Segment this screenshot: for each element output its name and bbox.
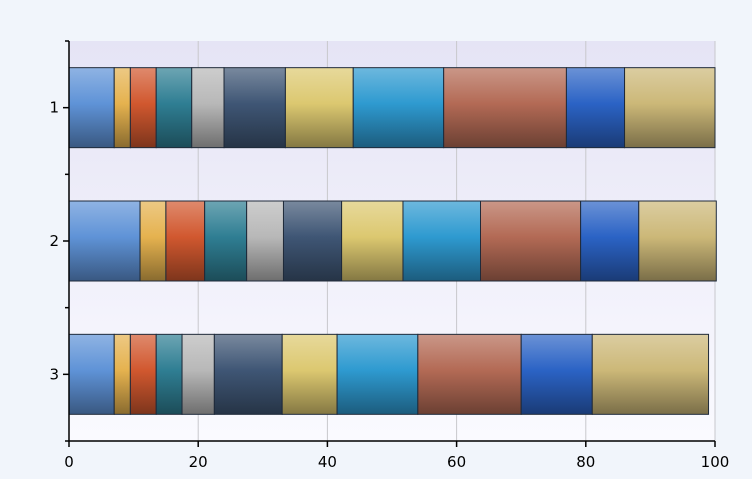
bar-segment	[246, 200, 284, 282]
bar-segment	[417, 333, 522, 415]
bar-segment	[638, 200, 717, 282]
bar-segment	[68, 67, 115, 149]
bar-segment	[165, 200, 206, 282]
bar-segment	[113, 333, 131, 415]
bar-segment	[591, 333, 710, 415]
bar-segment	[284, 67, 354, 149]
bar-segment	[68, 200, 141, 282]
x-tick-label: 20	[189, 453, 208, 471]
bar-segment	[341, 200, 404, 282]
bar-segment	[282, 200, 343, 282]
bar-segment	[155, 67, 193, 149]
x-tick-label: 60	[447, 453, 466, 471]
bar-segment	[443, 67, 567, 149]
x-tick-label: 80	[576, 453, 595, 471]
bar-segment	[281, 333, 338, 415]
x-tick-label: 100	[701, 453, 730, 471]
bar-segment	[402, 200, 482, 282]
bar-segment	[352, 67, 445, 149]
bar-segment	[139, 200, 167, 282]
bar-segment	[624, 67, 716, 149]
y-tick-label: 3	[49, 365, 59, 383]
y-tick-label: 1	[49, 99, 59, 117]
bars	[68, 67, 717, 415]
bar-segment	[181, 333, 215, 415]
y-tick-label: 2	[49, 232, 59, 250]
bar-segment	[480, 200, 582, 282]
bar-segment	[191, 67, 225, 149]
bar-segment	[129, 333, 157, 415]
bar-segment	[223, 67, 286, 149]
bar-segment	[213, 333, 283, 415]
x-tick-label: 0	[64, 453, 74, 471]
bar-segment	[580, 200, 640, 282]
x-tick-label: 40	[318, 453, 337, 471]
bar-segment	[68, 333, 115, 415]
tick-labels: 0 20 40 60 80 100 1 2 3	[49, 99, 729, 471]
bar-segment	[520, 333, 593, 415]
bar-segment	[129, 67, 157, 149]
bar-segment	[565, 67, 626, 149]
bar-segment	[204, 200, 248, 282]
axes	[63, 40, 716, 447]
bar-segment	[336, 333, 419, 415]
bar-segment	[155, 333, 183, 415]
bar-segment	[113, 67, 131, 149]
